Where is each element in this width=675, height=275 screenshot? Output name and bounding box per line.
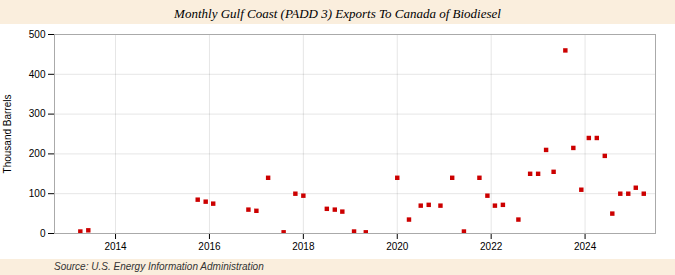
svg-text:200: 200 <box>29 148 46 159</box>
svg-text:300: 300 <box>29 108 46 119</box>
svg-text:2020: 2020 <box>386 241 409 252</box>
svg-text:2016: 2016 <box>198 241 221 252</box>
svg-text:0: 0 <box>40 228 46 239</box>
svg-text:400: 400 <box>29 69 46 80</box>
svg-text:100: 100 <box>29 188 46 199</box>
html-text:Monthly Gulf Coast (PADD 3) Ex: Monthly Gulf Coast (PADD 3) Exports To C… <box>174 6 501 21</box>
svg-text:2018: 2018 <box>292 241 315 252</box>
html-text:Source: U.S. Energy Informatio: Source: U.S. Energy Information Administ… <box>54 261 264 272</box>
svg-text:2022: 2022 <box>480 241 503 252</box>
svg-text:2014: 2014 <box>104 241 127 252</box>
svg-text:500: 500 <box>29 29 46 40</box>
svg-text:2024: 2024 <box>574 241 597 252</box>
svg-text:Thousand Barrels: Thousand Barrels <box>2 95 13 174</box>
